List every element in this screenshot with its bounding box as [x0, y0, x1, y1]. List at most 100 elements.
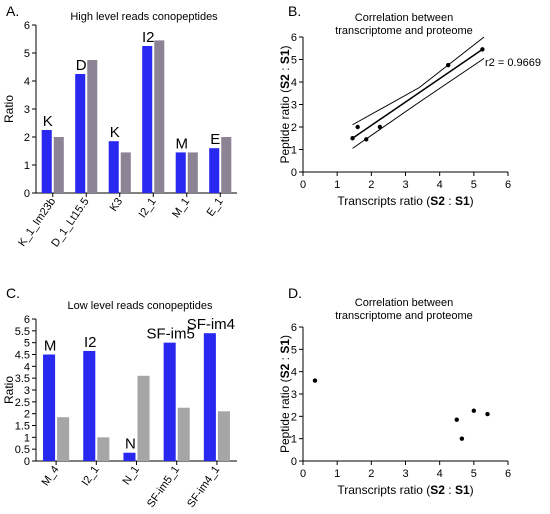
panel-b-point [355, 124, 360, 130]
panel-c-y-tick-label: 3 [24, 385, 30, 397]
panel-b-point [480, 47, 485, 52]
panel-a-bar-label: E [210, 131, 220, 148]
panel-c-x-tick-label: M_4 [39, 464, 61, 488]
panel-d-x-tick-label: 2 [368, 468, 374, 480]
panel-c-y-tick-label: 5.5 [15, 326, 30, 338]
panel-b-x-tick-label: 5 [471, 179, 477, 191]
panel-c-y-tick-label: 2.5 [15, 397, 30, 409]
panel-c-y-tick-label: 1 [24, 432, 30, 444]
panel-a-y-tick-label: 4 [24, 76, 30, 88]
panel-c-bar-label: SF-im4 [187, 316, 235, 333]
panel-c-bar-label: SF-im5 [146, 326, 194, 343]
panel-d-point [312, 378, 318, 383]
panel-b-y-tick-label: 1 [291, 145, 297, 157]
panel-a-bar-label: D [76, 57, 87, 74]
panel-a-y-tick-label: 2 [24, 132, 30, 144]
panel-b-y-tick-label: 6 [291, 32, 297, 44]
panel-c-bar-series2 [97, 437, 110, 461]
panel-c-x-tick-label: N_1 [121, 464, 142, 487]
panel-d-y-tick-label: 3 [291, 389, 297, 401]
panel-b-x-tick-label: 4 [437, 179, 443, 191]
panel-a-x-tick-label: K3 [108, 196, 126, 214]
panel-a-title: High level reads conopeptides [70, 11, 218, 23]
panel-b-confidence-lower [352, 57, 485, 149]
panel-b-x-tick-label: 3 [402, 179, 408, 191]
panel-a-bar-label: K [43, 113, 53, 130]
panel-a-x-tick-label: E_1 [205, 196, 226, 219]
panel-c-y-tick-label: 1.5 [15, 421, 30, 433]
panel-c-bar-series1 [163, 342, 176, 461]
panel-b-point [350, 136, 355, 141]
panel-a-y-tick-label: 0 [24, 188, 30, 200]
panel-c-y-label: Ratio [2, 376, 16, 404]
panel-d-x-tick-label: 6 [505, 468, 511, 480]
panel-a-bar-series2 [120, 152, 131, 193]
panel-c-bar-series2 [217, 411, 230, 461]
panel-b-x-label: Transcripts ratio (S2 : S1) [337, 194, 473, 208]
panel-b-title-line: transcriptome and proteome [335, 25, 473, 37]
panel-d-y-tick-label: 0 [291, 456, 297, 468]
panel-d-x-tick-label: 4 [437, 468, 443, 480]
panel-d-y-tick-label: 4 [291, 367, 297, 379]
panel-d-point [459, 436, 465, 441]
panel-c-bar-series1 [203, 333, 216, 461]
panel-d-x-tick-label: 3 [402, 468, 408, 480]
panel-b-confidence-upper [352, 36, 485, 126]
panel-d-letter: D. [288, 285, 302, 301]
panel-b-x-tick-label: 1 [334, 179, 340, 191]
panel-c-bar-label: I2 [84, 334, 97, 351]
panel-c-y-tick-label: 2 [24, 409, 30, 421]
panel-c-bar-series1 [43, 354, 56, 461]
panel-c-y-tick-label: 3.5 [15, 373, 30, 385]
panel-c-bar-series2 [177, 407, 190, 461]
panel-a-bar-label: K [110, 124, 120, 141]
panel-c-y-tick-label: 4.5 [15, 350, 30, 362]
panel-a-bar-series1 [41, 130, 52, 193]
panel-a-letter: A. [6, 3, 19, 19]
panel-d-x-tick-label: 1 [334, 468, 340, 480]
panel-c-x-tick-label: I2_1 [80, 464, 102, 488]
panel-b-title-line: Correlation between [355, 12, 453, 24]
panel-a-x-tick-label: I2_1 [137, 196, 159, 220]
panel-b-letter: B. [288, 3, 301, 19]
panel-d-x-tick-label: 5 [471, 468, 477, 480]
panel-d-point [471, 408, 477, 413]
panel-a-bar-series1 [75, 74, 86, 193]
panel-c-y-tick-label: 5 [24, 338, 30, 350]
panel-a-bar-series2 [187, 152, 198, 193]
panel-a-bar-series1 [209, 148, 220, 193]
panel-d-point [454, 417, 459, 422]
panel-c-bar-series2 [137, 375, 150, 461]
panel-d-y-tick-label: 2 [291, 411, 297, 423]
panel-d-y-tick-label: 1 [291, 434, 297, 446]
panel-a-bar-series1 [142, 46, 153, 193]
panel-b-x-tick-label: 0 [300, 179, 306, 191]
panel-a-bar-series1 [175, 152, 186, 193]
panel-c-bar-label: N [125, 436, 136, 453]
panel-a-y-tick-label: 5 [24, 48, 30, 60]
panel-c-bar-series1 [123, 452, 136, 461]
panel-c-y-tick-label: 6 [24, 314, 30, 326]
panel-a-y-tick-label: 6 [24, 20, 30, 32]
panel-c-letter: C. [6, 285, 20, 301]
panel-b-fit-line [352, 47, 485, 139]
panel-d-point [485, 411, 490, 417]
panel-d-title-line: Correlation between [355, 297, 453, 309]
panel-b-point [377, 124, 383, 130]
panel-a-y-tick-label: 1 [24, 160, 30, 172]
panel-a-x-tick-label: M_1 [170, 196, 192, 220]
panel-c-bar-series1 [83, 350, 96, 461]
panel-b-y-label: Peptide ratio (S2 : S1) [278, 45, 292, 163]
panel-a-y-label: Ratio [2, 95, 16, 123]
panel-d-y-tick-label: 5 [291, 344, 297, 356]
panel-a-bar-label: M [175, 135, 188, 152]
panel-d-y-label: Peptide ratio (S2 : S1) [278, 335, 292, 453]
panel-b-y-tick-label: 0 [291, 167, 297, 179]
panel-a-y-tick-label: 3 [24, 104, 30, 116]
panel-b-point [364, 137, 369, 142]
panel-b-y-tick-label: 5 [291, 55, 297, 67]
panel-d-x-tick-label: 0 [300, 468, 306, 480]
panel-c-y-tick-label: 0 [24, 456, 30, 468]
panel-c-title: Low level reads conopeptides [68, 300, 213, 312]
panel-a-bar-series2 [221, 137, 232, 193]
